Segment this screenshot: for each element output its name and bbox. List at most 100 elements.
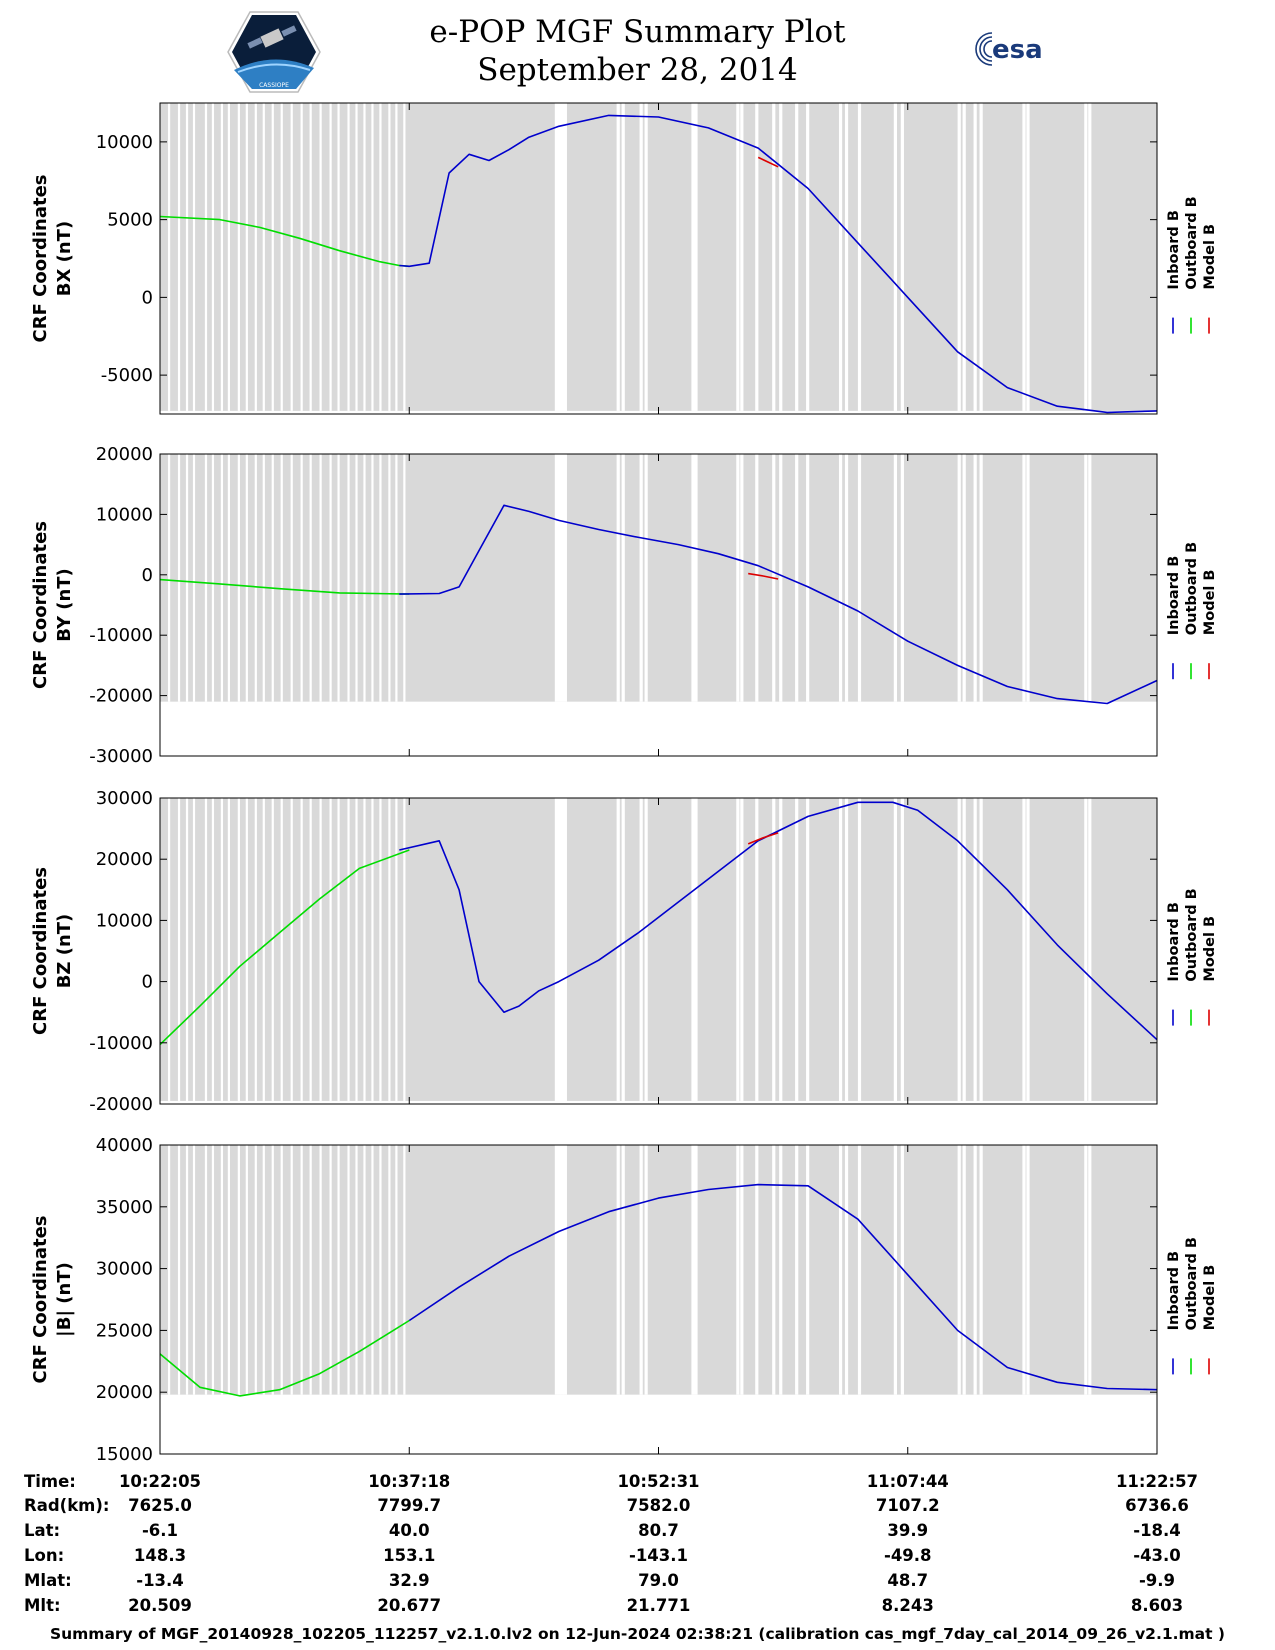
flag-gap xyxy=(694,798,698,1101)
flag-gap xyxy=(736,798,740,1101)
y-axis-title: CRF Coordinates xyxy=(30,1216,51,1384)
flag-gap xyxy=(262,798,265,1101)
time-axis-value: 11:07:44 xyxy=(866,1472,949,1491)
flag-gap xyxy=(227,1145,230,1395)
flag-gap xyxy=(319,1145,322,1395)
flag-gap xyxy=(1026,798,1030,1101)
flag-gap xyxy=(736,103,740,411)
flag-gap xyxy=(271,798,274,1101)
flag-gap xyxy=(795,1145,799,1395)
y-tick-label: 30000 xyxy=(96,788,153,809)
flag-gap xyxy=(300,454,303,702)
flag-gap xyxy=(1022,103,1026,411)
flag-gap xyxy=(557,1145,562,1395)
flag-gap xyxy=(355,1145,358,1395)
inboard-series-line xyxy=(399,801,1158,1041)
flag-gap xyxy=(893,1145,897,1395)
flag-gap xyxy=(271,103,274,411)
flag-gap xyxy=(245,103,248,411)
legend-label: Model B xyxy=(1202,570,1218,636)
flag-gap xyxy=(844,1145,849,1395)
flag-gap xyxy=(694,1145,698,1395)
outboard-series-line xyxy=(159,578,410,595)
flag-gap xyxy=(557,103,562,411)
flag-gap xyxy=(779,454,783,702)
flag-gap xyxy=(280,103,283,411)
flag-gap xyxy=(736,454,740,702)
flag-gap xyxy=(300,103,303,411)
flag-gap xyxy=(388,1145,391,1395)
flag-gap xyxy=(395,103,398,411)
legend-label: Model B xyxy=(1202,1265,1218,1331)
flag-gap xyxy=(772,798,776,1101)
flag-gap xyxy=(957,454,961,702)
flag-gap xyxy=(337,454,340,702)
flag-gap xyxy=(388,454,391,702)
flag-gap xyxy=(616,454,620,702)
flag-gap xyxy=(220,798,224,1101)
time-axis-value: 39.9 xyxy=(887,1521,929,1540)
outboard-series-line xyxy=(159,849,410,1046)
time-axis-value: -49.8 xyxy=(883,1546,932,1565)
flag-gap xyxy=(554,1145,559,1395)
flag-gap xyxy=(237,103,240,411)
flag-gap xyxy=(271,1145,274,1395)
y-axis-title: CRF Coordinates xyxy=(30,175,51,343)
flag-gap xyxy=(1022,798,1026,1101)
flag-gap xyxy=(227,454,230,702)
time-axis-row-label: Lon: xyxy=(24,1546,65,1565)
legend-label: Outboard B xyxy=(1184,1237,1200,1330)
y-tick-label: -20000 xyxy=(89,1094,153,1115)
flag-gap xyxy=(557,454,562,702)
flag-gap xyxy=(557,798,562,1101)
time-axis-value: -43.0 xyxy=(1133,1546,1181,1565)
flag-gap xyxy=(779,798,783,1101)
flag-gap xyxy=(560,103,564,411)
footer-summary: Summary of MGF_20140928_102205_112257_v2… xyxy=(49,1625,1226,1643)
flag-gap xyxy=(563,103,567,411)
time-axis-value: 20.509 xyxy=(128,1596,192,1615)
time-axis-value: -143.1 xyxy=(628,1546,689,1565)
panel-4: 15000 20000 25000 30000 35000 40000 CRF Coordi… xyxy=(30,1135,1218,1465)
flag-gap xyxy=(363,454,366,702)
flag-gap xyxy=(309,103,312,411)
flag-gap xyxy=(962,454,966,702)
flag-gap xyxy=(403,454,406,702)
esa-logo: esa xyxy=(975,32,1043,66)
time-axis-value: 8.243 xyxy=(881,1596,934,1615)
y-tick-label: -10000 xyxy=(89,625,153,646)
legend-label: Outboard B xyxy=(1184,196,1200,289)
flag-gap xyxy=(371,103,374,411)
flag-gap xyxy=(395,454,398,702)
cassiope-logo-text: CASSIOPE xyxy=(259,82,289,89)
legend-label: Outboard B xyxy=(1184,888,1200,981)
flag-gap xyxy=(795,798,799,1101)
plot-title: e-POP MGF Summary Plot xyxy=(429,14,846,50)
time-axis-value: 21.771 xyxy=(626,1596,691,1615)
flag-gap xyxy=(245,798,248,1101)
time-axis-value: 11:22:57 xyxy=(1115,1472,1199,1491)
flag-gap xyxy=(395,798,398,1101)
flag-gap xyxy=(779,1145,783,1395)
flag-gap xyxy=(838,454,843,702)
flag-gap xyxy=(1084,1145,1088,1395)
flag-gap xyxy=(211,1145,215,1395)
flag-gap xyxy=(1084,103,1088,411)
time-axis-row-label: Mlat: xyxy=(24,1571,72,1590)
flag-gap xyxy=(319,103,322,411)
y-tick-label: -30000 xyxy=(89,746,153,767)
esa-logo-text: esa xyxy=(992,35,1043,65)
flag-gap xyxy=(309,798,312,1101)
panel-3: -20000 -10000 0 10000 20000 30000 CRF Coordina… xyxy=(30,788,1218,1115)
flag-gap xyxy=(237,798,240,1101)
flag-gap xyxy=(857,798,862,1101)
flag-gap xyxy=(644,798,648,1101)
flag-gap xyxy=(957,798,961,1101)
flag-gap xyxy=(379,1145,382,1395)
flag-gap xyxy=(185,103,189,411)
flag-gap xyxy=(957,1145,961,1395)
flag-gap xyxy=(806,103,810,411)
flag-gap xyxy=(554,454,559,702)
y-axis-unit: BY (nT) xyxy=(54,568,75,642)
